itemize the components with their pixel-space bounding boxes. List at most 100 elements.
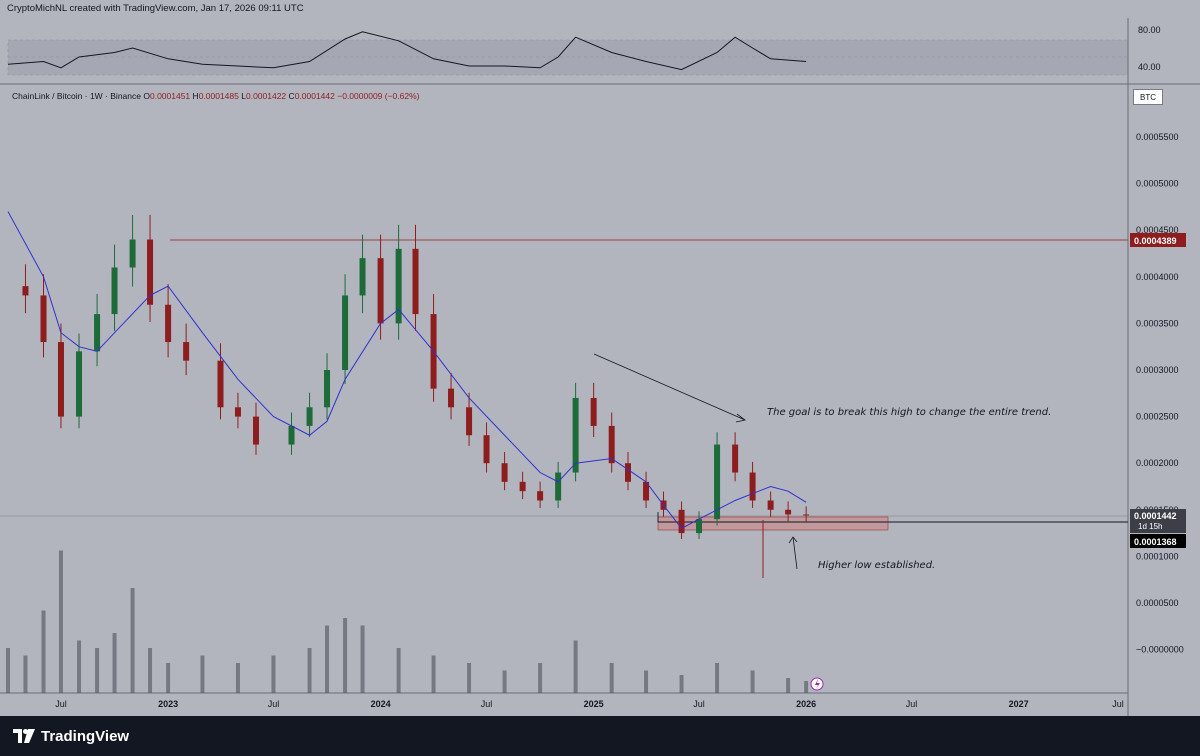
candle-body: [537, 491, 544, 501]
currency-badge[interactable]: BTC: [1133, 89, 1163, 105]
candlestick-series: [22, 214, 810, 539]
candle-body: [625, 463, 631, 482]
higher-low-arrow-line[interactable]: [792, 536, 798, 570]
volume-bar: [467, 663, 472, 693]
volume-bar: [58, 550, 63, 693]
legend-close-label: C: [288, 91, 295, 101]
legend-high: 0.0001485: [198, 91, 239, 101]
volume-bars: [6, 550, 809, 693]
volume-bar: [307, 648, 312, 693]
candle-body: [288, 425, 295, 445]
author-line: CryptoMichNL created with TradingView.co…: [7, 3, 304, 14]
candle-body: [555, 472, 562, 501]
trend-arrow-line[interactable]: [593, 353, 746, 421]
support-zone[interactable]: [657, 516, 889, 531]
candle-body: [40, 295, 47, 343]
candle-body: [572, 397, 579, 473]
candle-body: [643, 481, 650, 501]
volume-bar: [644, 670, 649, 693]
candle-body: [324, 370, 331, 408]
volume-bar: [41, 610, 46, 693]
volume-bar: [609, 663, 614, 693]
candle-body: [306, 407, 313, 426]
time-tick-label: 2024: [371, 699, 391, 709]
volume-bar: [95, 648, 100, 693]
volume-bar: [573, 640, 578, 693]
price-tag-resistance-label: 0.0004389: [1134, 236, 1177, 246]
legend-open: 0.0001451: [149, 91, 191, 101]
candle-body: [217, 360, 224, 408]
candle-body: [519, 481, 526, 492]
candle-body: [448, 388, 455, 408]
volume-bar: [23, 655, 28, 693]
volume-bar: [750, 670, 755, 693]
price-tick-label: 0.0000500: [1136, 598, 1179, 608]
price-tag-resistance[interactable]: [1130, 233, 1186, 247]
price-tick-label: 0.0003500: [1136, 318, 1179, 328]
time-tick-label: 2025: [584, 699, 604, 709]
trend-arrow-head: [735, 413, 746, 423]
footer-bar: TradingView: [0, 716, 1200, 756]
candle-body: [678, 509, 685, 534]
candle-body: [785, 509, 792, 515]
price-tag-current-label: 0.0001442: [1134, 511, 1177, 521]
time-axis[interactable]: Jul 2023 Jul 2024 Jul 2025 Jul 2026 Jul 2027 Jul: [55, 699, 1124, 709]
candle-body: [732, 444, 739, 473]
volume-bar: [6, 648, 10, 693]
candle-body: [377, 258, 384, 324]
tradingview-logo[interactable]: TradingView: [13, 728, 129, 745]
volume-bar: [112, 633, 117, 693]
volume-bar: [343, 618, 348, 693]
price-tag-support[interactable]: [1130, 534, 1186, 548]
candle-body: [696, 519, 703, 534]
rsi-tick-40: 40.00: [1138, 62, 1161, 72]
volume-bar: [431, 655, 436, 693]
candle-body: [466, 407, 473, 436]
annotation-higher-low[interactable]: Higher low established.: [818, 560, 935, 571]
candle-body: [165, 304, 172, 343]
price-tick-label: 0.0002500: [1136, 412, 1179, 422]
candle-body: [76, 351, 83, 417]
time-tick-label: Jul: [268, 699, 280, 709]
legend-high-label: H: [192, 91, 199, 101]
volume-bar: [360, 625, 365, 693]
time-tick-label: Jul: [55, 699, 67, 709]
candle-body: [483, 435, 490, 464]
candle-body: [57, 342, 64, 417]
volume-bar: [396, 648, 401, 693]
candle-body: [183, 342, 190, 361]
price-tag-current[interactable]: [1130, 509, 1186, 533]
volume-bar: [502, 670, 507, 693]
chart-canvas[interactable]: 80.00 40.00 0.00055000.00050000.00045000…: [0, 0, 1200, 716]
candle-body: [147, 239, 154, 305]
candle-body: [94, 314, 101, 352]
candle-body: [608, 425, 615, 464]
legend-low-label: L: [241, 91, 246, 101]
price-axis[interactable]: 0.0005500 0.0005000 0.0004500 0.0004000 0.00…: [1136, 132, 1184, 655]
volume-bar: [538, 663, 543, 693]
volume-bar: [166, 663, 171, 693]
lightning-glyph: [815, 679, 820, 689]
candle-body: [803, 514, 810, 516]
candle-body: [714, 444, 721, 520]
candle-body: [501, 463, 508, 482]
time-tick-label: 2027: [1009, 699, 1029, 709]
candle-body: [111, 267, 118, 315]
price-tick-label: −0.0000000: [1136, 645, 1184, 655]
volume-bar: [271, 655, 276, 693]
volume-bar: [235, 663, 240, 693]
time-tick-label: Jul: [693, 699, 705, 709]
symbol-legend[interactable]: ChainLink / Bitcoin · 1W · Binance O0.00…: [12, 91, 419, 101]
rsi-tick-80: 80.00: [1138, 25, 1161, 35]
legend-change: −0.0000009 (−0.62%): [337, 91, 420, 101]
candle-body: [749, 472, 756, 501]
volume-bar: [786, 678, 791, 693]
candle-body: [412, 248, 419, 315]
annotation-goal[interactable]: The goal is to break this high to change…: [767, 407, 1051, 418]
price-tick-label: 0.0003000: [1136, 365, 1179, 375]
candle-body: [22, 286, 29, 296]
price-tick-label: 0.0004500: [1136, 225, 1179, 235]
price-tag-countdown: 1d 15h: [1138, 522, 1162, 531]
volume-bar: [200, 655, 205, 693]
volume-bar: [325, 625, 330, 693]
